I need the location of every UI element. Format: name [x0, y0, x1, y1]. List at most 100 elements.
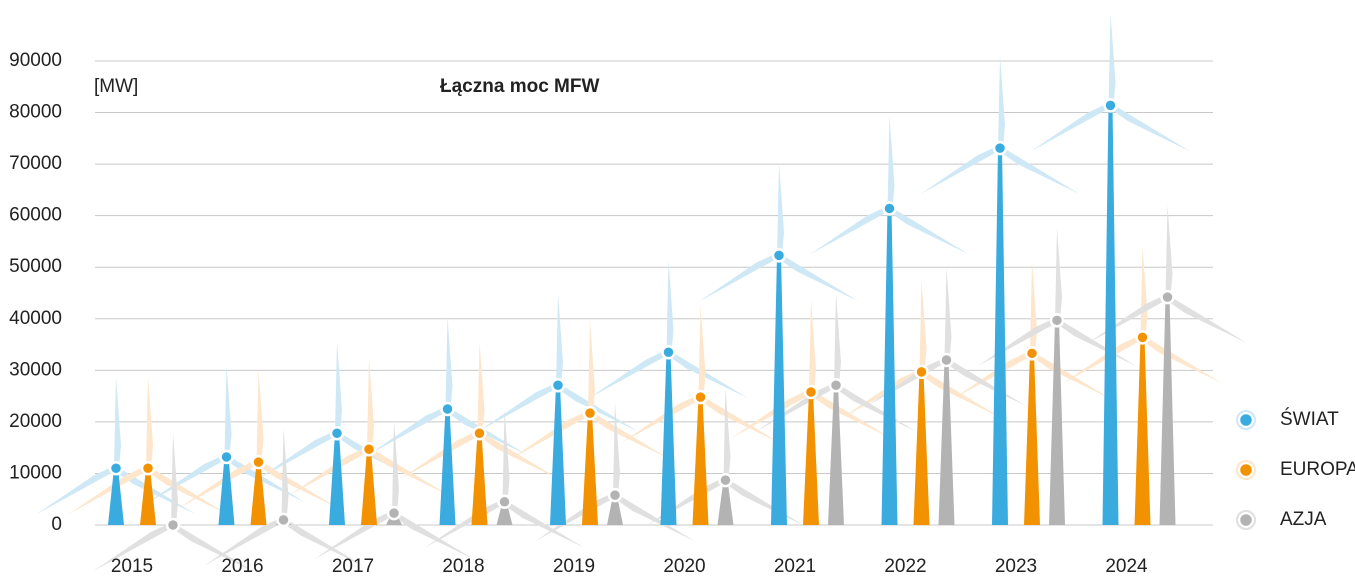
hub: [941, 354, 953, 366]
tower: [1024, 353, 1040, 525]
hub: [253, 456, 265, 468]
blade: [667, 351, 748, 399]
tower: [329, 433, 345, 525]
hub: [110, 462, 122, 474]
hub: [278, 514, 290, 526]
hub: [142, 462, 154, 474]
tower: [361, 449, 377, 525]
blade: [225, 365, 232, 457]
blade: [1055, 228, 1062, 320]
hub: [1051, 314, 1063, 326]
y-tick-label: 10000: [9, 462, 62, 483]
blade: [425, 499, 506, 548]
blade: [510, 411, 591, 460]
blade: [1141, 336, 1222, 384]
hub: [584, 407, 596, 419]
blade: [945, 268, 952, 360]
blade: [613, 403, 620, 495]
hub: [363, 443, 375, 455]
legend-marker: [1239, 513, 1253, 527]
blade: [834, 293, 841, 385]
x-tick-label: 2016: [221, 556, 263, 577]
legend-label: ŚWIAT: [1280, 408, 1339, 430]
tower: [1135, 337, 1151, 525]
chart: [MW] Łączna moc MFW 01000020000300004000…: [0, 0, 1355, 579]
blade: [998, 56, 1005, 148]
blade: [503, 500, 584, 548]
blades: [36, 13, 1247, 571]
blade: [257, 370, 264, 462]
tower: [882, 208, 898, 525]
blade: [556, 293, 563, 385]
blade: [171, 433, 178, 525]
x-tick-label: 2024: [1105, 556, 1148, 577]
blade: [809, 300, 816, 392]
y-tick-label: 90000: [9, 50, 62, 71]
hub: [663, 346, 675, 358]
x-tick-label: 2018: [442, 556, 484, 577]
tower: [771, 255, 787, 525]
legend-label: AZJA: [1280, 509, 1327, 530]
blade: [478, 341, 485, 433]
y-tick-label: 0: [51, 514, 62, 535]
tower: [582, 413, 598, 525]
blade: [503, 410, 510, 502]
tower: [550, 385, 566, 525]
y-axis-label: [MW]: [94, 76, 138, 97]
blade: [920, 146, 1001, 195]
tower: [440, 409, 456, 525]
blade: [1031, 103, 1112, 152]
blade: [588, 321, 595, 413]
hub: [442, 403, 454, 415]
blade: [367, 357, 374, 449]
blade: [446, 317, 453, 409]
hub: [221, 451, 233, 463]
blade: [999, 146, 1080, 194]
blade: [756, 383, 837, 432]
hub: [884, 202, 896, 214]
y-tick-label: 70000: [9, 153, 62, 174]
blade: [667, 260, 674, 352]
x-tick-label: 2021: [774, 556, 816, 577]
tower: [693, 397, 709, 525]
blade: [446, 407, 527, 455]
tower: [1103, 105, 1119, 525]
hub: [167, 519, 179, 531]
y-tick-label: 20000: [9, 411, 62, 432]
y-tick-label: 50000: [9, 256, 62, 277]
blade: [1030, 261, 1037, 353]
y-tick-label: 80000: [9, 102, 62, 123]
hub: [474, 427, 486, 439]
tower: [108, 468, 124, 525]
blade: [1109, 13, 1116, 105]
blade: [888, 116, 895, 208]
tower: [472, 433, 488, 525]
legend-label: EUROPA: [1280, 459, 1355, 480]
hub: [830, 379, 842, 391]
hub: [331, 427, 343, 439]
blade: [478, 383, 559, 432]
blade: [535, 492, 616, 541]
blade: [1166, 205, 1173, 297]
blade: [699, 253, 780, 302]
chart-title: Łączna moc MFW: [440, 76, 599, 97]
blade: [400, 431, 481, 480]
tower: [1049, 320, 1065, 525]
towers: [108, 105, 1176, 525]
blade: [368, 406, 449, 455]
hub: [1105, 99, 1117, 111]
blade: [646, 478, 727, 527]
hub: [805, 386, 817, 398]
blade: [314, 511, 395, 560]
hub: [552, 379, 564, 391]
hub: [1026, 347, 1038, 359]
hub: [695, 391, 707, 403]
tower: [661, 352, 677, 525]
blade: [835, 384, 916, 432]
blade: [778, 254, 859, 302]
x-tick-label: 2020: [663, 556, 705, 577]
tower: [140, 468, 156, 525]
hub: [720, 474, 732, 486]
hub: [773, 249, 785, 261]
blade: [393, 511, 474, 559]
